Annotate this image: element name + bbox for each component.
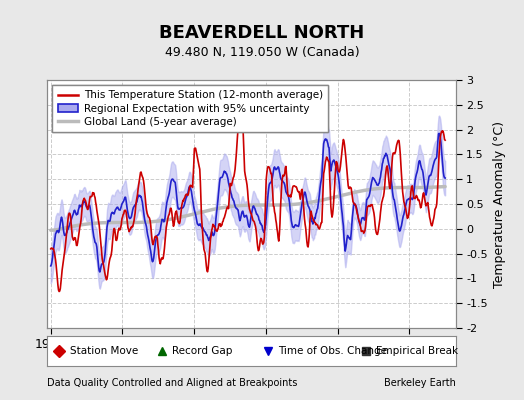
Text: 49.480 N, 119.050 W (Canada): 49.480 N, 119.050 W (Canada) — [165, 46, 359, 59]
Legend: This Temperature Station (12-month average), Regional Expectation with 95% uncer: This Temperature Station (12-month avera… — [52, 85, 328, 132]
Y-axis label: Temperature Anomaly (°C): Temperature Anomaly (°C) — [494, 120, 507, 288]
Text: Station Move: Station Move — [70, 346, 138, 356]
Text: Empirical Break: Empirical Break — [376, 346, 458, 356]
Text: Data Quality Controlled and Aligned at Breakpoints: Data Quality Controlled and Aligned at B… — [47, 378, 298, 388]
Text: Time of Obs. Change: Time of Obs. Change — [278, 346, 387, 356]
Text: Record Gap: Record Gap — [172, 346, 232, 356]
Text: Berkeley Earth: Berkeley Earth — [384, 378, 456, 388]
Text: BEAVERDELL NORTH: BEAVERDELL NORTH — [159, 24, 365, 42]
